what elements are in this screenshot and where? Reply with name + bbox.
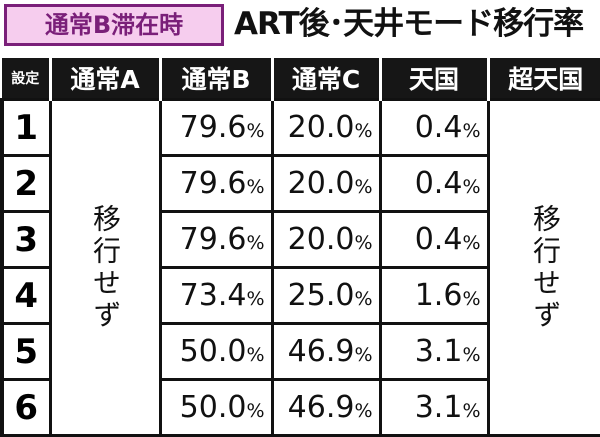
rate: 3.1% [378, 322, 490, 381]
rate: 50.0% [158, 322, 274, 381]
note-cell: 移行せず [48, 98, 162, 437]
rate: 79.6% [158, 98, 274, 157]
rate: 1.6% [378, 266, 490, 325]
column-header: 通常B [158, 58, 272, 100]
table-body: 1 移行せず 79.6% 20.0% 0.4% 移行せず 2 79.6% 20.0% 0.4% 3 7… [0, 98, 600, 437]
badge: 通常B滞在時 [4, 4, 224, 46]
rate: 0.4% [378, 98, 490, 157]
row: 1 移行せず 79.6% 20.0% 0.4% 移行せず [0, 98, 600, 437]
rate: 0.4% [378, 154, 490, 213]
rate: 20.0% [270, 210, 382, 269]
rate: 79.6% [158, 210, 274, 269]
rate: 0.4% [378, 210, 490, 269]
header: 通常B滞在時 ART後･天井モード移行率 [0, 0, 600, 56]
row: 5 50.0% 46.9% 3.1% [0, 322, 600, 381]
rate: 46.9% [270, 322, 382, 381]
rate: 3.1% [378, 378, 490, 437]
rate: 50.0% [158, 378, 274, 437]
setting: 3 [0, 210, 52, 269]
rate: 73.4% [158, 266, 274, 325]
note: 移行せず [529, 203, 562, 332]
note: 移行せず [89, 203, 122, 332]
row: 6 50.0% 46.9% 3.1% [0, 378, 600, 437]
note-cell: 移行せず [486, 98, 600, 437]
setting: 1 [0, 98, 52, 157]
rate: 79.6% [158, 154, 274, 213]
setting: 4 [0, 266, 52, 325]
rate-table: 設定 通常A 通常B 通常C 天国 超天国 1 移行せず 79.6% 20.0% 0.4% 移行せず… [0, 58, 600, 437]
title: ART後･天井モード移行率 [234, 6, 584, 42]
setting: 6 [0, 378, 52, 437]
rate: 20.0% [270, 98, 382, 157]
column-header: 通常C [270, 58, 380, 100]
column-header: 通常A [48, 58, 160, 100]
column-header: 天国 [378, 58, 488, 100]
header-row: 設定 通常A 通常B 通常C 天国 超天国 [2, 58, 600, 100]
setting: 5 [0, 322, 52, 381]
column-header: 設定 [2, 58, 50, 100]
row: 4 73.4% 25.0% 1.6% [0, 266, 600, 325]
rate: 25.0% [270, 266, 382, 325]
row: 2 79.6% 20.0% 0.4% [0, 154, 600, 213]
row: 3 79.6% 20.0% 0.4% [0, 210, 600, 269]
column-header: 超天国 [486, 58, 600, 100]
setting: 2 [0, 154, 52, 213]
rate: 46.9% [270, 378, 382, 437]
rate: 20.0% [270, 154, 382, 213]
